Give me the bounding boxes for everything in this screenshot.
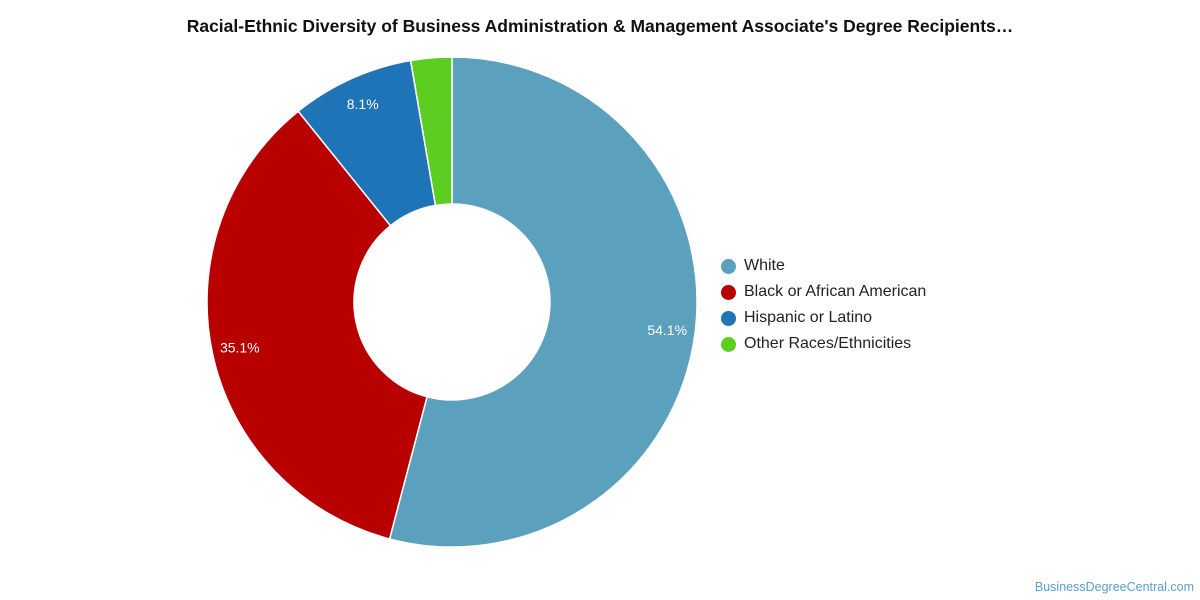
legend-item-other-races-ethnicities[interactable]: Other Races/Ethnicities bbox=[720, 331, 926, 357]
source-watermark[interactable]: BusinessDegreeCentral.com bbox=[1034, 580, 1194, 594]
chart-title: Racial-Ethnic Diversity of Business Admi… bbox=[186, 16, 1014, 36]
chart-legend: White Black or African American Hispanic… bbox=[720, 253, 926, 357]
legend-label-hispanic-or-latino: Hispanic or Latino bbox=[744, 309, 873, 326]
slice-other-races-ethnicities[interactable] bbox=[409, 56, 453, 207]
legend-swatch-black-or-african-american bbox=[721, 284, 736, 300]
legend-label-other-races-ethnicities: Other Races/Ethnicities bbox=[744, 335, 912, 352]
slice-white[interactable] bbox=[388, 56, 698, 548]
legend-item-hispanic-or-latino[interactable]: Hispanic or Latino bbox=[720, 305, 926, 331]
data-label-black-or-african-american: 35.1% bbox=[220, 339, 260, 355]
legend-swatch-other-races-ethnicities bbox=[721, 336, 736, 352]
legend-label-black-or-african-american: Black or African American bbox=[744, 283, 927, 300]
legend-item-white[interactable]: White bbox=[720, 253, 926, 279]
legend-swatch-hispanic-or-latino bbox=[721, 310, 736, 326]
legend-item-black-or-african-american[interactable]: Black or African American bbox=[720, 279, 926, 305]
data-label-hispanic-or-latino: 8.1% bbox=[347, 96, 379, 112]
legend-label-white: White bbox=[744, 257, 785, 274]
data-label-white: 54.1% bbox=[647, 322, 687, 338]
legend-swatch-white bbox=[721, 258, 736, 274]
slice-black-or-african-american[interactable] bbox=[206, 110, 428, 540]
